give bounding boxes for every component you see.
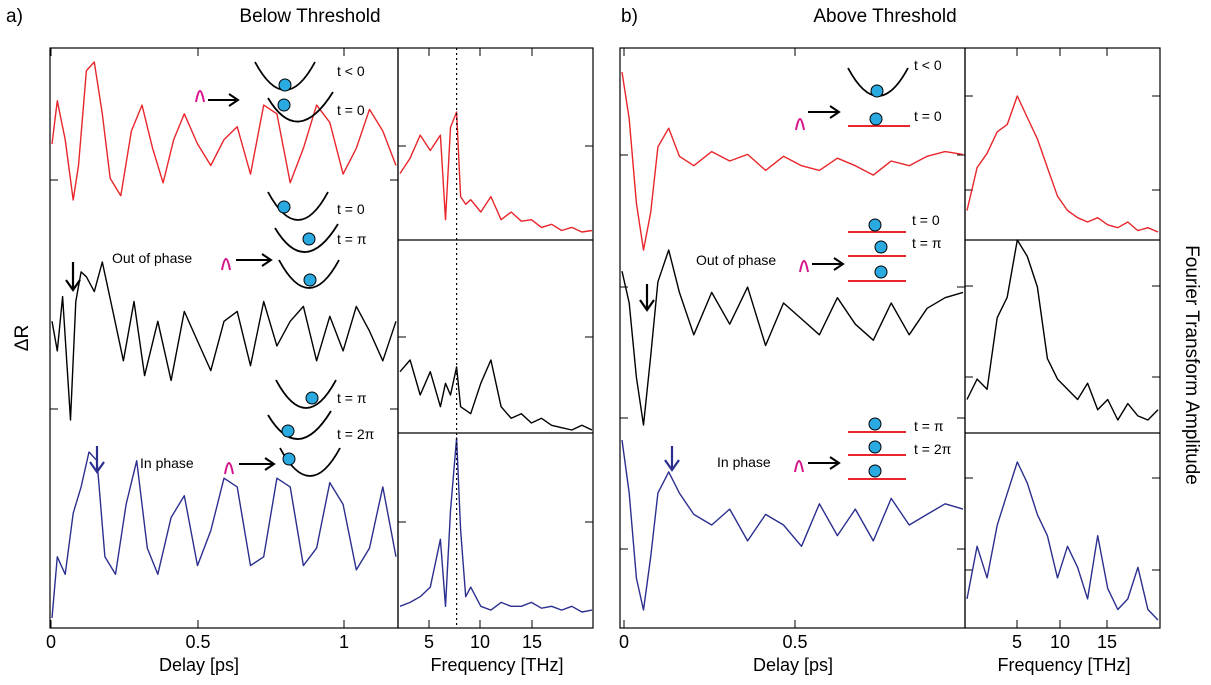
b-fft-series-1	[966, 239, 1159, 421]
a-freq-tick-1: 10	[470, 632, 490, 652]
panel-b-fft-frame	[964, 47, 1161, 629]
a-fft-series-0	[399, 111, 593, 233]
inset-label: t < 0	[337, 63, 365, 79]
panel-b-inset-middle: Out of phase t = 0 t = π	[639, 212, 942, 312]
inset-label: t = π	[912, 235, 942, 251]
a-time-tick-2: 1	[339, 632, 349, 652]
panel-a-time-frame	[49, 47, 399, 629]
a-freq-xlabel: Frequency [THz]	[430, 655, 563, 675]
ball-icon	[277, 98, 291, 112]
inset-label: t = 2π	[337, 426, 375, 442]
a-time-series-0	[51, 61, 397, 201]
potential-well-icon	[267, 191, 329, 221]
b-time-xlabel: Delay [ps]	[753, 655, 833, 675]
panel-a-ticks	[50, 48, 593, 628]
inset-label: t = 0	[337, 201, 365, 217]
ball-icon	[303, 273, 317, 287]
inset-caption: In phase	[140, 455, 194, 471]
inset-caption: In phase	[717, 454, 771, 470]
ball-icon	[278, 78, 292, 92]
panel-a-fft-traces	[399, 111, 593, 613]
b-time-series-1	[621, 249, 964, 426]
b-time-series-0	[621, 71, 964, 251]
b-freq-tick-0: 5	[1012, 632, 1022, 652]
a-time-xlabel: Delay [ps]	[159, 655, 239, 675]
b-freq-xlabel: Frequency [THz]	[997, 655, 1130, 675]
panel-a-inset-bottom: In phase t = π t = 2π	[89, 379, 375, 477]
a-fft-series-2	[399, 437, 593, 613]
panel-a-title: Below Threshold	[239, 6, 380, 27]
pulse-icon	[799, 260, 809, 273]
y-axis-label: ΔR	[12, 325, 33, 351]
panel-a-letter: a)	[6, 6, 23, 27]
a-time-tick-1: 0.5	[185, 632, 210, 652]
ball-icon	[868, 218, 882, 232]
ball-icon	[305, 391, 319, 405]
potential-well-icon	[267, 410, 332, 440]
ball-icon	[869, 112, 883, 126]
panel-b-time-traces	[621, 71, 964, 611]
potential-well-icon	[275, 379, 337, 409]
b-freq-tick-2: 15	[1097, 632, 1117, 652]
panel-b-letter: b)	[621, 6, 638, 27]
b-fft-series-2	[966, 461, 1159, 621]
ball-icon	[281, 424, 295, 438]
a-freq-tick-2: 15	[522, 632, 542, 652]
pulse-icon	[794, 460, 804, 473]
inset-label: t < 0	[914, 57, 942, 73]
ball-icon	[874, 240, 888, 254]
b-time-tick-1: 0.5	[782, 632, 807, 652]
pulse-icon	[221, 258, 231, 271]
b-freq-tick-1: 10	[1050, 632, 1070, 652]
potential-well-icon	[267, 91, 334, 123]
right-y-axis-label: Fourier Transform Amplitude	[1181, 245, 1202, 485]
ball-icon	[868, 417, 882, 431]
inset-label: t = π	[337, 390, 367, 406]
panel-b-fft-traces	[966, 95, 1159, 621]
a-time-tick-0: 0	[46, 632, 56, 652]
inset-label: t = 0	[912, 212, 940, 228]
inset-caption: Out of phase	[696, 252, 776, 268]
ball-icon	[302, 232, 316, 246]
ball-icon	[282, 452, 296, 466]
panel-b-ticks	[620, 48, 1160, 628]
inset-label: t = π	[914, 418, 944, 434]
pulse-icon	[195, 90, 205, 103]
inset-label: t = π	[337, 231, 367, 247]
b-time-series-2	[621, 439, 964, 611]
a-freq-tick-0: 5	[424, 632, 434, 652]
panel-a-inset-middle: Out of phase t = 0 t = π	[65, 191, 367, 292]
ball-icon	[868, 440, 882, 454]
potential-well-icon	[274, 223, 339, 253]
panel-a-fft-frame	[397, 47, 594, 629]
panel-b-inset-bottom: In phase t = π t = 2π	[664, 417, 952, 480]
ball-icon	[874, 265, 888, 279]
a-time-series-2	[51, 451, 397, 619]
inset-label: t = 2π	[914, 441, 952, 457]
ball-icon	[870, 84, 884, 98]
ball-icon	[868, 464, 882, 478]
a-fft-series-1	[399, 359, 593, 431]
panel-b-inset-top: t < 0 t = 0	[795, 57, 942, 131]
pulse-icon	[795, 118, 805, 131]
panel-a-time-traces	[51, 61, 397, 619]
a-time-series-1	[51, 261, 397, 421]
b-fft-series-0	[966, 95, 1159, 233]
inset-label: t = 0	[914, 108, 942, 124]
inset-caption: Out of phase	[112, 250, 192, 266]
pulse-icon	[224, 462, 234, 475]
inset-label: t = 0	[337, 102, 365, 118]
ball-icon	[277, 200, 291, 214]
panel-b-title: Above Threshold	[813, 6, 956, 27]
b-time-tick-0: 0	[619, 632, 629, 652]
panel-a-inset-top: t < 0 t = 0	[195, 61, 365, 123]
potential-well-icon	[278, 259, 340, 289]
